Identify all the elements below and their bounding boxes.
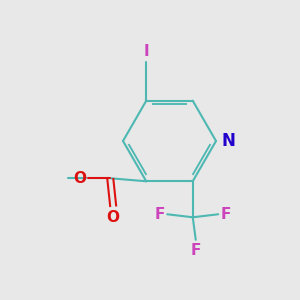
Text: F: F <box>154 207 165 222</box>
Text: F: F <box>220 207 231 222</box>
Text: N: N <box>221 132 235 150</box>
Text: F: F <box>190 243 201 258</box>
Text: O: O <box>73 171 86 186</box>
Text: O: O <box>107 210 120 225</box>
Text: I: I <box>143 44 149 59</box>
